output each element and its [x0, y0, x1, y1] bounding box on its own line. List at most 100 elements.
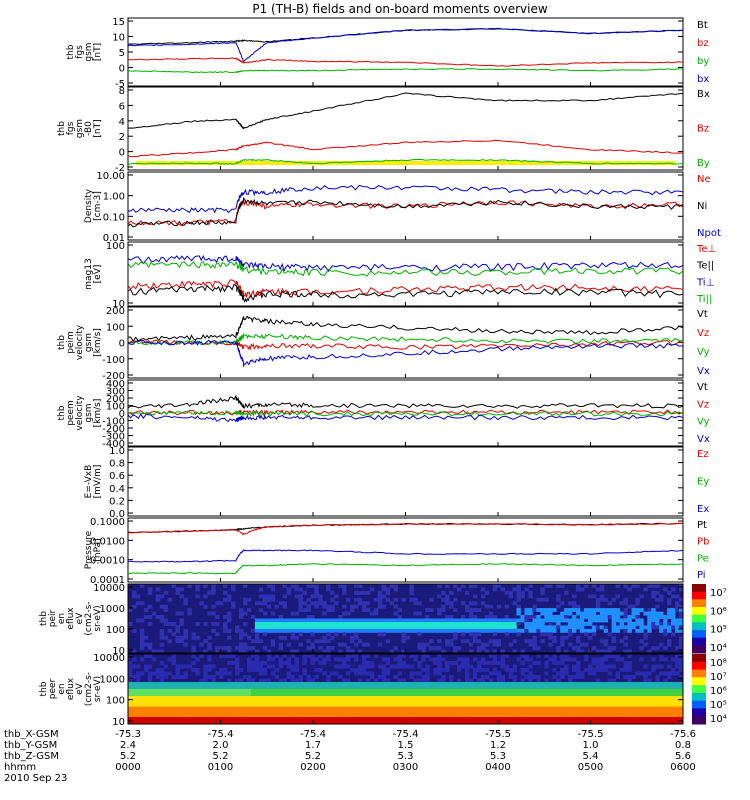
spectrogram-cell	[167, 657, 172, 662]
spectrogram-cell	[354, 625, 359, 630]
spectrogram-cell	[635, 720, 640, 725]
spectrogram-cell	[572, 689, 577, 693]
spectrogram-cell	[603, 642, 609, 647]
spectrogram-cell	[429, 597, 434, 602]
spectrogram-cell	[476, 678, 482, 683]
spectrogram-cell	[128, 717, 133, 721]
spectrogram-cell	[480, 646, 486, 650]
spectrogram-cell	[587, 710, 593, 714]
spectrogram-cell	[191, 703, 196, 707]
spectrogram-cell	[425, 717, 430, 721]
spectrogram-cell	[385, 713, 391, 718]
spectrogram-cell	[671, 713, 676, 718]
spectrogram-cell	[270, 713, 276, 718]
spectrogram-cell	[294, 587, 299, 592]
spectrogram-cell	[266, 584, 272, 588]
spectrogram-cell	[413, 678, 418, 683]
spectrogram-cell	[429, 710, 434, 714]
spectrogram-cell	[361, 625, 367, 630]
spectrogram-cell	[318, 639, 323, 644]
spectrogram-cell	[258, 689, 264, 693]
spectrogram-cell	[619, 618, 624, 623]
spectrogram-cell	[334, 685, 339, 690]
spectrogram-cell	[492, 661, 498, 665]
spectrogram-cell	[492, 649, 498, 654]
spectrogram-cell	[425, 668, 430, 672]
spectrogram-cell	[342, 618, 347, 623]
spectrogram-cell	[393, 710, 398, 714]
spectrogram-cell	[449, 678, 454, 683]
spectrogram-cell	[508, 590, 513, 595]
spectrogram-cell	[318, 646, 323, 650]
spectrogram-cell	[409, 664, 414, 669]
spectrogram-cell	[413, 657, 418, 662]
spectrogram-cell	[488, 699, 494, 704]
spectrogram-cell	[377, 685, 383, 690]
spectrogram-cell	[492, 615, 498, 619]
spectrogram-cell	[429, 625, 434, 630]
spectrogram-cell	[465, 657, 470, 662]
spectrogram-cell	[552, 635, 557, 640]
spectrogram-cell	[393, 682, 398, 686]
spectrogram-cell	[437, 664, 442, 669]
spectrogram-cell	[591, 625, 597, 630]
spectrogram-cell	[532, 608, 537, 612]
spectrogram-cell	[472, 618, 478, 623]
spectrogram-cell	[135, 664, 141, 669]
spectrogram-cell	[544, 699, 549, 704]
spectrogram-cell	[266, 703, 272, 707]
spectrogram-cell	[635, 584, 640, 588]
spectrogram-cell	[195, 703, 200, 707]
spectrogram-cell	[365, 720, 371, 725]
spectrogram-cell	[326, 625, 331, 630]
spectrogram-cell	[381, 675, 387, 679]
spectrogram-cell	[342, 587, 347, 592]
spectrogram-cell	[568, 618, 573, 623]
spectrogram-cell	[298, 678, 303, 683]
colorbar-segment	[692, 716, 706, 725]
spectrogram-cell	[338, 628, 343, 633]
spectrogram-cell	[211, 611, 216, 616]
spectrogram-cell	[659, 671, 664, 676]
spectrogram-cell	[572, 594, 577, 599]
spectrogram-cell	[294, 618, 299, 623]
spectrogram-cell	[524, 628, 529, 633]
spectrogram-cell	[576, 717, 581, 721]
spectrogram-cell	[576, 706, 581, 711]
spectrogram-cell	[401, 632, 406, 637]
spectrogram-cell	[135, 720, 141, 725]
spectrogram-cell	[246, 696, 252, 700]
spectrogram-cell	[365, 608, 371, 612]
spectrogram-cell	[195, 720, 200, 725]
spectrogram-cell	[278, 717, 283, 721]
spectrogram-cell	[457, 692, 462, 697]
spectrogram-cell	[405, 685, 410, 690]
spectrogram-cell	[199, 710, 204, 714]
spectrogram-cell	[465, 699, 470, 704]
spectrogram-cell	[512, 649, 517, 654]
spectrogram-cell	[187, 685, 192, 690]
spectrogram-cell	[167, 671, 172, 676]
spectrogram-cell	[302, 618, 307, 623]
spectrogram-cell	[354, 713, 359, 718]
spectrogram-cell	[338, 710, 343, 714]
spectrogram-cell	[492, 639, 498, 644]
spectrogram-cell	[552, 706, 557, 711]
spectrogram-cell	[560, 657, 565, 662]
spectrogram-cell	[441, 618, 446, 623]
spectrogram-cell	[262, 689, 268, 693]
spectrogram-cell	[659, 710, 664, 714]
spectrogram-cell	[155, 713, 161, 718]
spectrogram-cell	[215, 622, 220, 626]
spectrogram-cell	[163, 706, 169, 711]
spectrogram-cell	[512, 717, 517, 721]
spectrogram-cell	[607, 646, 613, 650]
spectrogram-cell	[167, 692, 172, 697]
spectrogram-cell	[675, 601, 680, 606]
spectrogram-cell	[544, 717, 549, 721]
spectrogram-cell	[623, 706, 628, 711]
spectrogram-cell	[528, 594, 533, 599]
spectrogram-cell	[262, 618, 268, 623]
spectrogram-cell	[159, 710, 165, 714]
spectrogram-cell	[599, 699, 605, 704]
